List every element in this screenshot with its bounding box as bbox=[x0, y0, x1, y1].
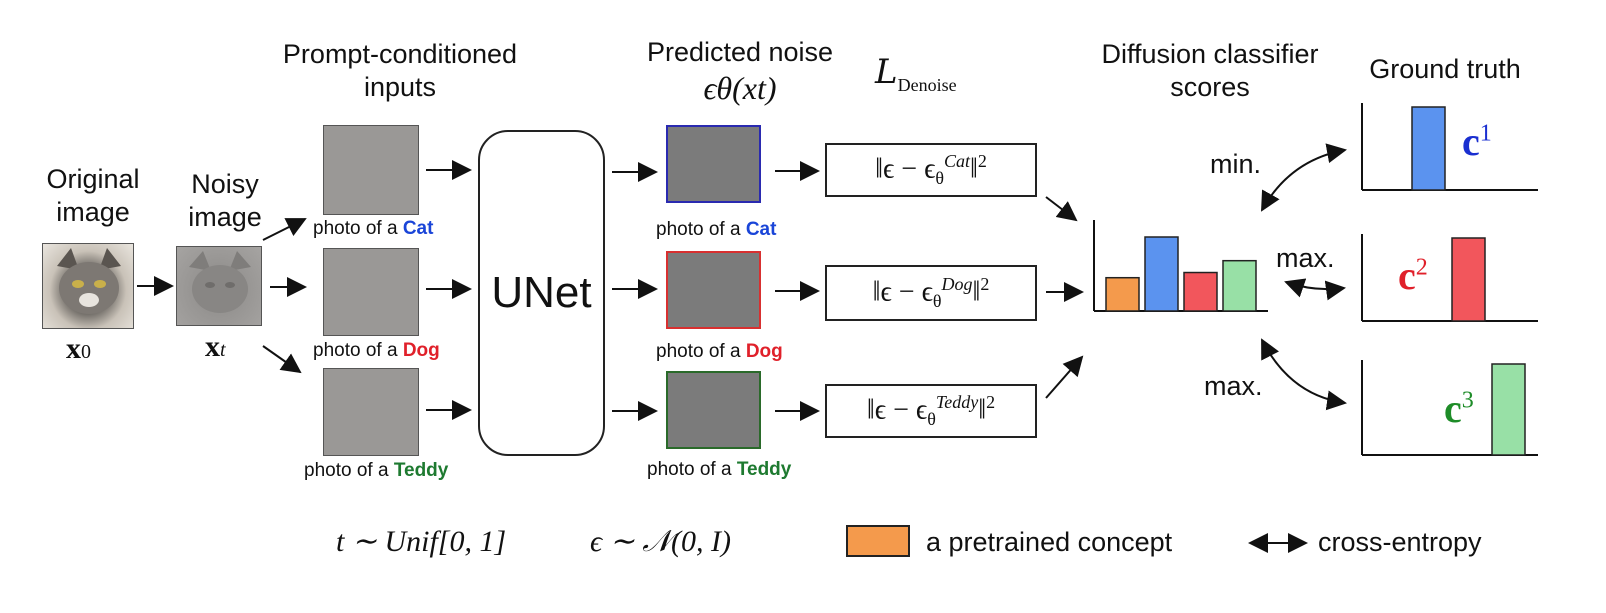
score-bar-3 bbox=[1183, 271, 1218, 312]
prompt-teddy-caption: photo of a Teddy bbox=[304, 460, 449, 481]
cat-face-icon bbox=[57, 248, 121, 314]
ground-truth-header: Ground truth bbox=[1369, 54, 1521, 84]
noise-teddy-box bbox=[666, 371, 761, 449]
loss-cat-box: ‖ϵ − ϵθCat‖2 bbox=[825, 143, 1037, 197]
xt-symbol: xt bbox=[205, 330, 226, 363]
arrow-max-c3 bbox=[1261, 338, 1347, 411]
x0-symbol: x0 bbox=[66, 332, 91, 365]
c3-label: c3 bbox=[1444, 386, 1474, 431]
arrow-xt-teddy bbox=[262, 345, 302, 374]
classifier-scores-header: Diffusion classifier scores bbox=[1101, 39, 1319, 102]
loss-denoise-title: LDenoise bbox=[875, 52, 957, 95]
noise-dog-box bbox=[666, 251, 761, 329]
score-bar-1 bbox=[1105, 276, 1140, 312]
unet-block: UNet bbox=[478, 130, 605, 456]
c1-label: c1 bbox=[1462, 119, 1492, 164]
arrow-max-c2 bbox=[1284, 278, 1346, 301]
score-bar-4 bbox=[1222, 259, 1257, 312]
arrow-loss-teddy-scores bbox=[1045, 355, 1084, 399]
predicted-noise-symbol: ϵθ(xt) bbox=[703, 70, 777, 106]
max-label-c3: max. bbox=[1204, 371, 1263, 401]
original-image-header: Original image bbox=[46, 164, 140, 227]
footer-eps-expr: ϵ ∼ 𝒩(0, I) bbox=[590, 525, 731, 558]
arrow-xt-cat bbox=[262, 218, 307, 241]
gt-bar-c2 bbox=[1451, 237, 1486, 322]
footer-t-expr: t ∼ Unif[0, 1] bbox=[336, 525, 507, 558]
noise-cat-box bbox=[666, 125, 761, 203]
prompt-cat-thumbnail bbox=[323, 125, 419, 215]
legend-concept-label: a pretrained concept bbox=[926, 527, 1173, 557]
legend-concept-swatch bbox=[846, 525, 910, 557]
min-label: min. bbox=[1210, 149, 1262, 179]
loss-teddy-box: ‖ϵ − ϵθTeddy‖2 bbox=[825, 384, 1037, 438]
arrow-loss-cat-scores bbox=[1045, 196, 1078, 222]
gt-bar-c1 bbox=[1411, 106, 1446, 191]
legend-cross-entropy-label: cross-entropy bbox=[1318, 527, 1482, 557]
noisy-cat-face-icon bbox=[189, 251, 251, 313]
prompt-dog-thumbnail bbox=[323, 248, 419, 336]
noise-teddy-caption: photo of a Teddy bbox=[647, 459, 792, 480]
c2-label: c2 bbox=[1398, 253, 1428, 298]
original-cat-image bbox=[42, 243, 134, 329]
max-label-c2: max. bbox=[1276, 243, 1335, 273]
prompt-teddy-thumbnail bbox=[323, 368, 419, 456]
prompt-cat-caption: photo of a Cat bbox=[313, 218, 434, 239]
gt-bar-c3 bbox=[1491, 363, 1526, 456]
arrow-min-c1 bbox=[1261, 143, 1347, 212]
predicted-noise-header: Predicted noise bbox=[646, 37, 834, 67]
score-bar-2 bbox=[1144, 236, 1179, 312]
noise-cat-caption: photo of a Cat bbox=[656, 219, 777, 240]
noisy-cat-image bbox=[176, 246, 262, 326]
loss-dog-box: ‖ϵ − ϵθDog‖2 bbox=[825, 265, 1037, 321]
noisy-image-header: Noisy image bbox=[188, 169, 262, 232]
prompt-dog-caption: photo of a Dog bbox=[313, 340, 440, 361]
noise-dog-caption: photo of a Dog bbox=[656, 341, 783, 362]
prompt-inputs-header: Prompt-conditioned inputs bbox=[282, 39, 518, 102]
